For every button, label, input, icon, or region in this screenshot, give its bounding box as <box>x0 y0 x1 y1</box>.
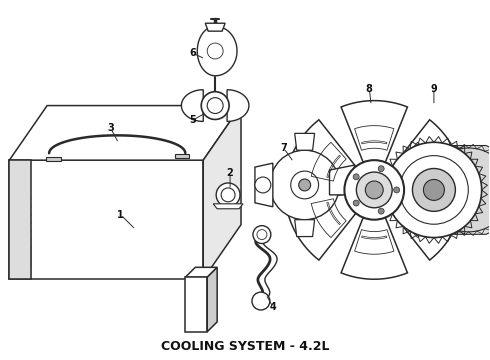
Text: 7: 7 <box>280 143 287 153</box>
Circle shape <box>344 160 404 220</box>
Circle shape <box>366 181 383 199</box>
Circle shape <box>270 150 340 220</box>
Text: 4: 4 <box>270 302 276 312</box>
Text: 2: 2 <box>227 168 233 178</box>
Polygon shape <box>181 90 203 121</box>
Circle shape <box>353 174 359 180</box>
Circle shape <box>255 177 271 193</box>
Circle shape <box>378 166 384 172</box>
Polygon shape <box>392 194 463 260</box>
Text: 8: 8 <box>366 84 373 94</box>
Circle shape <box>393 187 400 193</box>
Polygon shape <box>9 160 203 279</box>
Text: 9: 9 <box>431 84 437 94</box>
Circle shape <box>386 142 482 238</box>
Circle shape <box>253 226 271 243</box>
Polygon shape <box>197 26 237 76</box>
Polygon shape <box>286 194 356 260</box>
Polygon shape <box>392 120 463 186</box>
Polygon shape <box>205 23 225 31</box>
Text: 3: 3 <box>107 123 114 134</box>
Polygon shape <box>175 154 189 158</box>
Polygon shape <box>207 267 217 332</box>
Polygon shape <box>185 267 217 277</box>
Text: 6: 6 <box>189 48 196 58</box>
Circle shape <box>299 179 311 191</box>
Polygon shape <box>227 90 249 121</box>
Polygon shape <box>255 163 273 207</box>
Polygon shape <box>294 220 315 237</box>
Circle shape <box>356 172 392 208</box>
Text: 5: 5 <box>189 116 196 126</box>
Circle shape <box>378 208 384 214</box>
Circle shape <box>423 179 444 201</box>
Polygon shape <box>9 160 31 279</box>
Circle shape <box>427 148 490 232</box>
Polygon shape <box>203 105 241 279</box>
Polygon shape <box>451 145 490 234</box>
Polygon shape <box>46 157 61 161</box>
Polygon shape <box>286 120 356 186</box>
Circle shape <box>201 92 229 120</box>
Text: COOLING SYSTEM - 4.2L: COOLING SYSTEM - 4.2L <box>161 340 329 353</box>
Circle shape <box>252 292 270 310</box>
Polygon shape <box>341 217 408 279</box>
Polygon shape <box>9 105 241 160</box>
Text: 1: 1 <box>117 210 124 220</box>
Circle shape <box>413 168 455 211</box>
Polygon shape <box>213 204 243 209</box>
Circle shape <box>216 183 240 207</box>
Circle shape <box>353 200 359 206</box>
Polygon shape <box>329 165 354 195</box>
Polygon shape <box>294 133 315 150</box>
Polygon shape <box>341 101 408 162</box>
Polygon shape <box>185 277 207 332</box>
